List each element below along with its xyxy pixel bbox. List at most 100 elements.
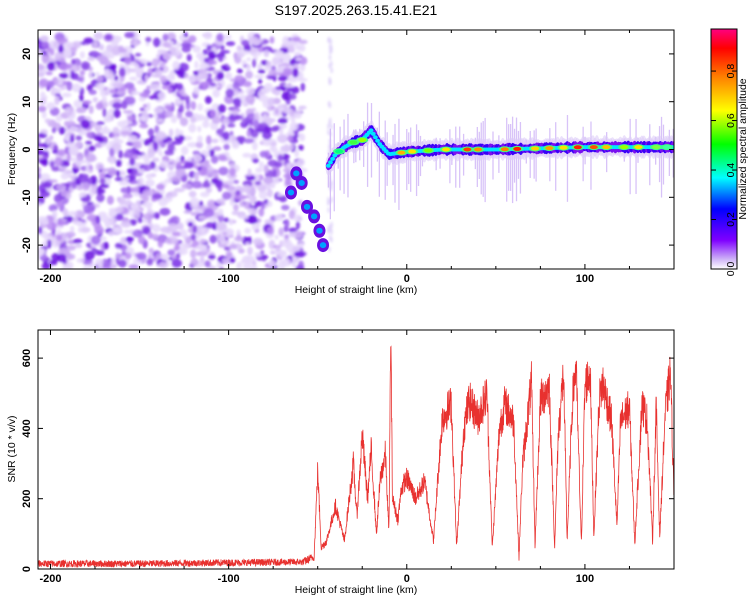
spectrogram-noise-blob — [63, 120, 70, 128]
spectrogram-noise-blob — [166, 32, 177, 41]
spectrogram-noise-blob — [46, 62, 56, 71]
spectrogram-noise-blob — [242, 118, 247, 125]
spectrogram-noise-blob — [168, 40, 175, 45]
spectrogram-noise-blob — [248, 36, 259, 45]
spectrogram-noise-blob — [272, 169, 277, 178]
spectrogram-noise-blob — [93, 135, 102, 141]
spectrogram-noise-blob — [186, 53, 192, 62]
spectrogram-noise-blob — [263, 176, 274, 184]
spectrogram-noise-blob — [182, 135, 193, 141]
spectrogram-noise-blob — [171, 175, 182, 183]
spectrogram-noise-blob — [78, 94, 84, 102]
spectrogram-noise-blob — [53, 87, 62, 94]
spectrogram-noise-blob — [40, 91, 46, 100]
spectrogram-hotspot — [620, 145, 629, 150]
spectrogram-noise-blob — [129, 219, 137, 226]
spectrogram-noise-blob — [100, 142, 108, 147]
spectrogram-noise-blob — [204, 164, 212, 168]
spectrogram-noise-blob — [197, 135, 203, 144]
spectrogram-noise-blob — [88, 70, 93, 80]
spectrogram-noise-blob — [170, 115, 178, 124]
spectrogram-noise-blob — [175, 252, 181, 259]
spectrogram-noise-blob — [328, 78, 332, 85]
spectrogram-noise-blob — [210, 155, 219, 164]
spectrogram-noise-blob — [178, 34, 185, 42]
spectrogram-noise-blob — [278, 227, 284, 237]
spectrogram-noise-blob — [187, 142, 198, 148]
spectrogram-noise-blob — [94, 226, 105, 235]
spectrogram-noise-blob — [158, 261, 168, 269]
spectrogram-noise-blob — [181, 183, 192, 190]
spectrogram-noise-blob — [233, 179, 239, 184]
spectrogram-noise-blob — [215, 198, 225, 204]
spectrogram-arm-core — [293, 170, 300, 177]
spectrogram-core — [375, 138, 380, 143]
spectrogram-noise-blob — [196, 52, 205, 60]
spectrogram-noise-blob — [159, 160, 169, 169]
spectrogram-noise-blob — [287, 45, 295, 53]
spectrogram-noise-blob — [41, 111, 47, 119]
spectrogram-noise-blob — [118, 259, 127, 268]
spectrogram-noise-blob — [289, 121, 299, 131]
spectrogram-noise-blob — [240, 215, 250, 220]
spectrogram-noise-blob — [137, 168, 146, 174]
spectrogram-y-ticks: 20 10 0 -10 -20 — [21, 48, 674, 253]
spectrogram-noise-blob — [218, 154, 227, 161]
spectrogram-noise-blob — [79, 70, 86, 76]
spectrogram-noise-blob — [284, 219, 290, 229]
spectrogram-noise-blob — [155, 214, 160, 220]
spectrogram-noise-blob — [104, 34, 113, 41]
spectrogram-noise-blob — [127, 115, 135, 122]
spectrogram-noise-blob — [168, 46, 177, 53]
spectrogram-noise-blob — [252, 141, 258, 151]
spectrogram-noise-blob — [71, 41, 82, 49]
spectrogram-noise-blob — [177, 62, 189, 72]
spectrogram-core — [370, 131, 376, 136]
spectrogram-y-tick-label: -20 — [21, 237, 33, 253]
spectrogram-noise-blob — [158, 151, 164, 157]
spectrogram-noise-blob — [145, 173, 153, 180]
spectrogram-noise-blob — [298, 105, 307, 110]
spectrogram-noise-blob — [197, 103, 204, 111]
spectrogram-noise-blob — [249, 119, 254, 126]
spectrogram-noise-blob — [225, 250, 233, 259]
spectrogram-noise-blob — [117, 197, 126, 205]
spectrogram-noise-blob — [206, 44, 212, 51]
spectrogram-noise-blob — [193, 164, 200, 169]
spectrogram-noise-blob — [190, 258, 199, 267]
spectrogram-noise-blob — [79, 192, 88, 197]
spectrogram-noise-blob — [115, 90, 127, 96]
spectrogram-noise-blob — [217, 208, 224, 217]
spectrogram-noise-blob — [236, 261, 242, 269]
spectrogram-noise-blob — [271, 65, 277, 72]
spectrogram-noise-blob — [109, 147, 115, 157]
spectrogram-noise-blob — [153, 37, 161, 48]
spectrogram-noise-blob — [245, 175, 256, 181]
spectrogram-noise-blob — [178, 104, 184, 113]
spectrogram-noise-blob — [74, 210, 86, 219]
spectrogram-noise-blob — [180, 42, 192, 48]
spectrogram-noise-blob — [277, 134, 288, 144]
spectrogram-noise-blob — [246, 57, 252, 62]
spectrogram-noise-blob — [235, 194, 247, 201]
spectrogram-noise-blob — [222, 117, 230, 125]
spectrogram-noise-blob — [138, 96, 146, 102]
spectrogram-noise-blob — [38, 143, 47, 148]
spectrogram-signal — [284, 102, 674, 253]
spectrogram-noise-blob — [65, 136, 71, 141]
spectrogram-noise-blob — [282, 168, 290, 173]
spectrogram-noise-blob — [229, 161, 235, 169]
spectrogram-noise-blob — [124, 96, 136, 105]
spectrogram-noise-blob — [190, 116, 197, 124]
spectrogram-noise-blob — [142, 164, 152, 172]
spectrogram-noise-blob — [211, 138, 219, 144]
spectrogram-noise-blob — [57, 149, 67, 157]
spectrogram-arm-core — [310, 213, 318, 220]
spectrogram-noise-blob — [219, 50, 231, 54]
spectrogram-noise-blob — [245, 94, 256, 104]
spectrogram-noise-blob — [227, 123, 236, 128]
spectrogram-noise-blob — [285, 162, 292, 169]
spectrogram-noise-blob — [118, 45, 124, 53]
spectrogram-noise-blob — [234, 75, 244, 82]
spectrogram-noise-blob — [245, 186, 256, 196]
